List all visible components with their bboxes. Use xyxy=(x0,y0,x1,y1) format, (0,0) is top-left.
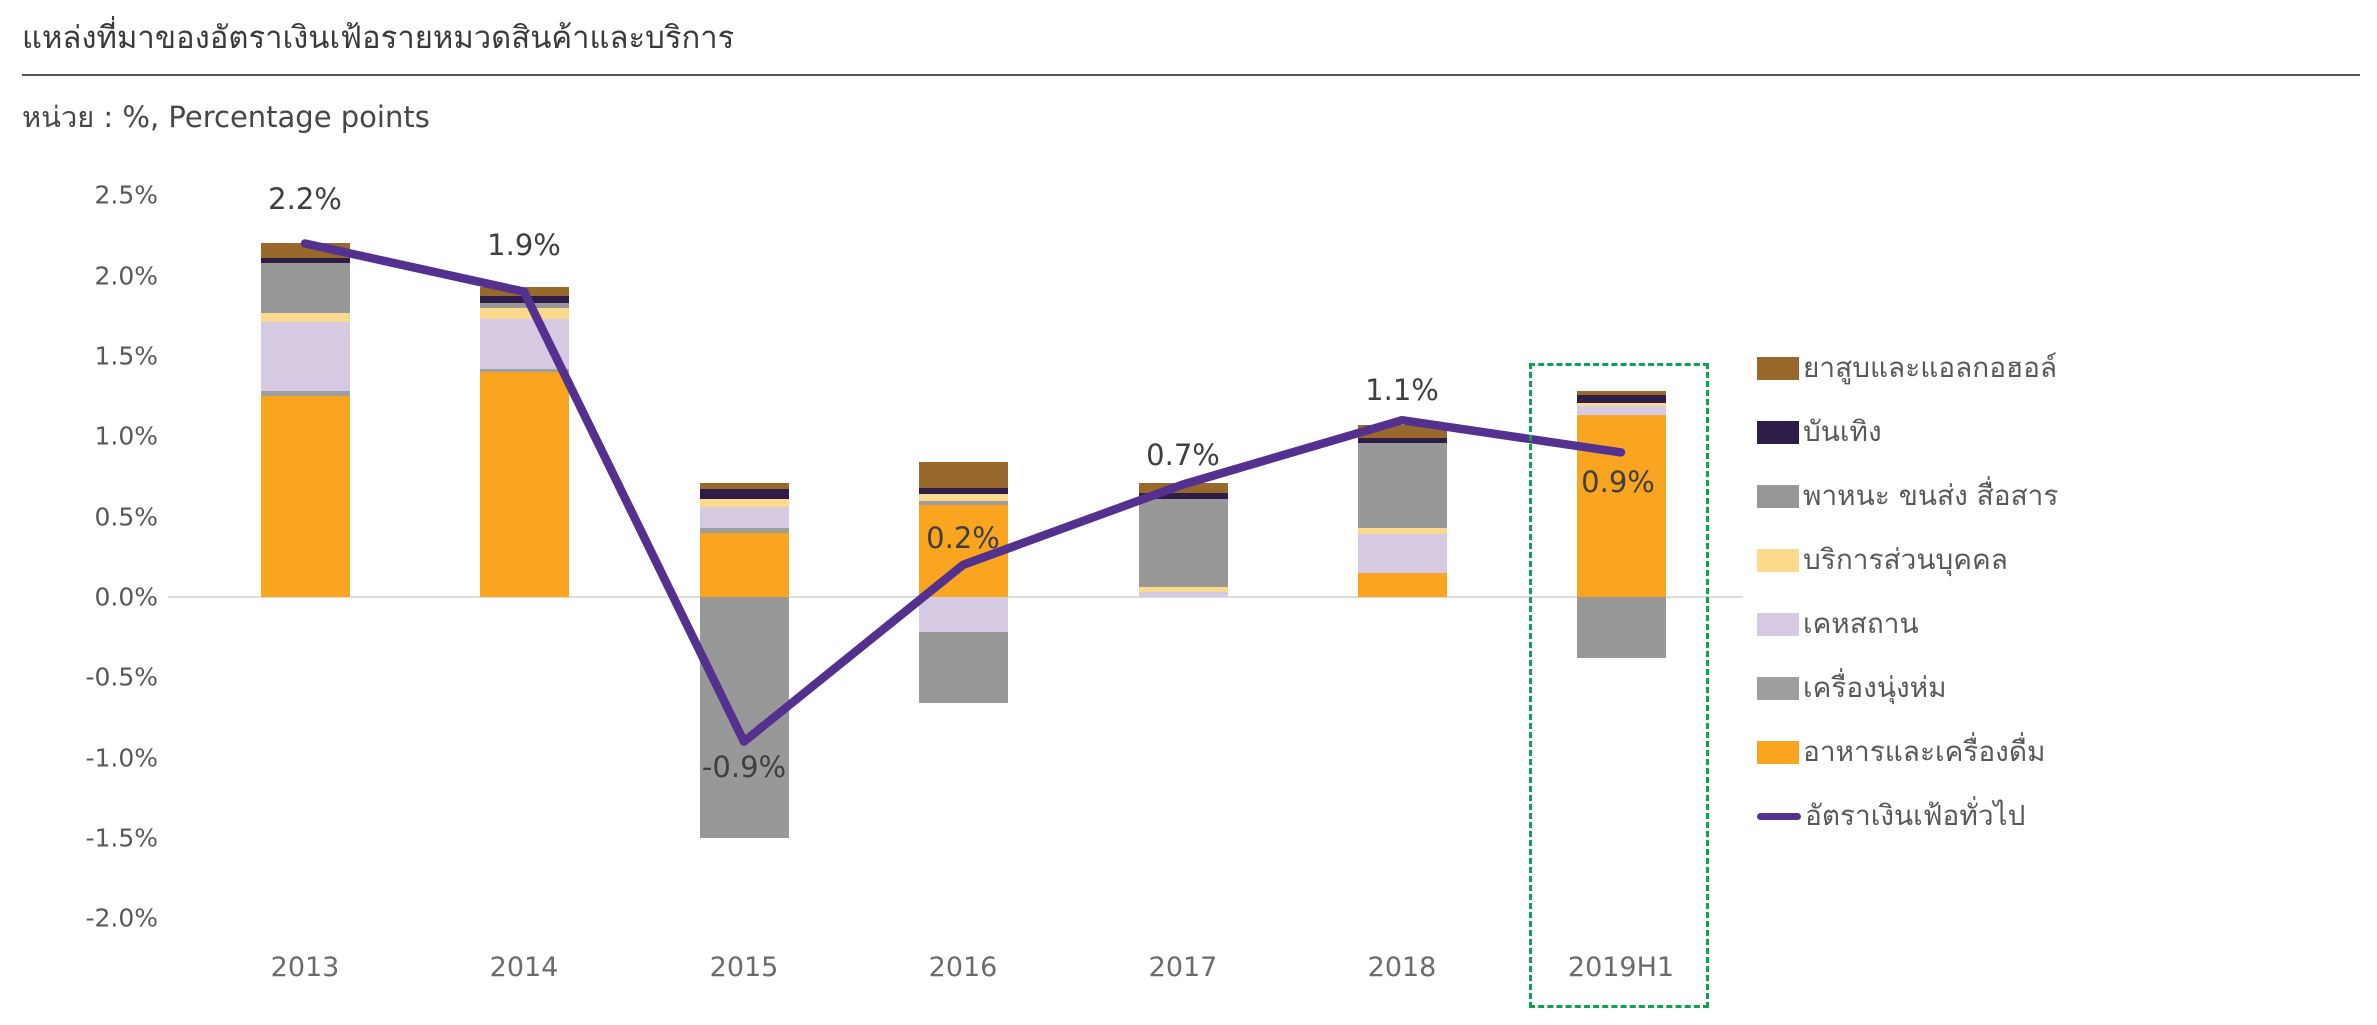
legend-item-personal-services: บริการส่วนบุคคล xyxy=(1757,528,2058,592)
bar-value-label-2019H1: 0.9% xyxy=(1581,465,1655,500)
bar-value-label-2016: 0.2% xyxy=(926,520,1000,555)
y-axis-tick-label: -1.0% xyxy=(85,743,158,773)
legend-item-clothing: เครื่องนุ่งห่ม xyxy=(1757,656,2058,720)
bar-segment-entertainment-2017 xyxy=(1138,492,1228,499)
legend-item-label: เคหสถาน xyxy=(1803,607,1919,640)
legend-item-vehicles-transport-communication: พาหนะ ขนส่ง สื่อสาร xyxy=(1757,464,2058,528)
x-axis-tick-label-2016: 2016 xyxy=(928,952,998,983)
bar-segment-personal-services-2017 xyxy=(1138,587,1228,593)
bar-segment-entertainment-2015 xyxy=(699,489,789,499)
bar-segment-housing-2016 xyxy=(918,597,1008,633)
y-axis-tick-label: -1.5% xyxy=(85,823,158,853)
x-axis-tick-label-2015: 2015 xyxy=(709,952,779,983)
y-axis-tick-label: 0.0% xyxy=(94,582,158,612)
bar-value-label-2013: 2.2% xyxy=(268,182,342,217)
legend-item-entertainment: บันเทิง xyxy=(1757,400,2058,464)
bar-segment-vehicles-transport-communication-2018 xyxy=(1357,442,1447,528)
bar-segment-clothing-2015 xyxy=(699,527,789,533)
y-axis-tick-label: -2.0% xyxy=(85,903,158,933)
bar-value-label-2015: -0.9% xyxy=(701,749,787,784)
x-axis-tick-label-2013: 2013 xyxy=(270,952,340,983)
bar-segment-housing-2018 xyxy=(1357,534,1447,573)
x-axis-tick-label-2014: 2014 xyxy=(489,952,559,983)
bar-segment-tobacco-alcohol-2017 xyxy=(1138,482,1228,493)
bar-value-label-2018: 1.1% xyxy=(1365,373,1439,408)
bar-segment-entertainment-2014 xyxy=(479,296,569,303)
bar-segment-food-beverages-2015 xyxy=(699,532,789,597)
legend-swatch-personal-services xyxy=(1757,548,1799,572)
bar-segment-housing-2017 xyxy=(1138,592,1228,597)
y-axis-tick-label: 1.5% xyxy=(94,341,158,371)
chart-title: แหล่งที่มาของอัตราเงินเฟ้อรายหมวดสินค้าแ… xyxy=(22,20,735,56)
chart-subtitle: หน่วย : %, Percentage points xyxy=(22,100,430,134)
bar-segment-vehicles-transport-communication-2017 xyxy=(1138,498,1228,588)
legend-item-label: บันเทิง xyxy=(1803,415,1882,448)
legend-item-housing: เคหสถาน xyxy=(1757,592,2058,656)
x-axis-tick-label-2017: 2017 xyxy=(1148,952,1218,983)
y-axis-tick-label: 2.0% xyxy=(94,261,158,291)
bar-segment-housing-2015 xyxy=(699,507,789,528)
title-divider xyxy=(22,74,2360,76)
legend-swatch-food-beverages xyxy=(1757,740,1799,764)
bar-segment-entertainment-2016 xyxy=(918,487,1008,495)
x-axis-tick-label-2019H1: 2019H1 xyxy=(1567,952,1675,983)
bar-segment-entertainment-2018 xyxy=(1357,437,1447,443)
bar-segment-personal-services-2015 xyxy=(699,498,789,507)
legend-item-label: ยาสูบและแอลกอฮอล์ xyxy=(1803,351,2058,384)
bar-segment-clothing-2016 xyxy=(918,500,1008,506)
y-axis-tick-label: 2.5% xyxy=(94,180,158,210)
legend-item-label: พาหนะ ขนส่ง สื่อสาร xyxy=(1803,479,2059,512)
bar-segment-food-beverages-2018 xyxy=(1357,572,1447,597)
bar-value-label-2017: 0.7% xyxy=(1146,437,1220,472)
legend-item-label: บริการส่วนบุคคล xyxy=(1803,543,2008,576)
legend-swatch-housing xyxy=(1757,612,1799,636)
bar-segment-personal-services-2018 xyxy=(1357,527,1447,535)
legend: ยาสูบและแอลกอฮอล์บันเทิงพาหนะ ขนส่ง สื่อ… xyxy=(1757,336,2058,848)
bar-segment-tobacco-alcohol-2014 xyxy=(479,286,569,297)
bar-segment-personal-services-2016 xyxy=(918,494,1008,501)
bar-segment-tobacco-alcohol-2013 xyxy=(260,243,350,258)
bar-segment-tobacco-alcohol-2015 xyxy=(699,482,789,490)
highlight-box-2019h1 xyxy=(1529,363,1709,1008)
bar-segment-food-beverages-2014 xyxy=(479,372,569,597)
legend-item-tobacco-alcohol: ยาสูบและแอลกอฮอล์ xyxy=(1757,336,2058,400)
x-axis-tick-label-2018: 2018 xyxy=(1367,952,1437,983)
bar-segment-tobacco-alcohol-2018 xyxy=(1357,425,1447,438)
bar-segment-vehicles-transport-communication-2014 xyxy=(479,302,569,308)
y-axis-tick-label: 1.0% xyxy=(94,421,158,451)
legend-item-food-beverages: อาหารและเครื่องดื่ม xyxy=(1757,720,2058,784)
bar-segment-housing-2013 xyxy=(260,322,350,392)
y-axis-tick-label: -0.5% xyxy=(85,662,158,692)
y-axis-tick-label: 0.5% xyxy=(94,502,158,532)
bar-segment-tobacco-alcohol-2016 xyxy=(918,462,1008,488)
bar-segment-clothing-2013 xyxy=(260,391,350,397)
legend-line-swatch-headline-inflation xyxy=(1757,812,1801,820)
bar-segment-personal-services-2013 xyxy=(260,312,350,323)
legend-item-label: เครื่องนุ่งห่ม xyxy=(1803,671,1947,704)
bar-segment-food-beverages-2013 xyxy=(260,396,350,597)
legend-swatch-clothing xyxy=(1757,676,1799,700)
bar-segment-housing-2014 xyxy=(479,318,569,369)
legend-swatch-vehicles-transport-communication xyxy=(1757,484,1799,508)
legend-swatch-tobacco-alcohol xyxy=(1757,356,1799,380)
legend-item-label: อัตราเงินเฟ้อทั่วไป xyxy=(1805,799,2026,832)
bar-segment-vehicles-transport-communication-2016 xyxy=(918,632,1008,704)
legend-swatch-entertainment xyxy=(1757,420,1799,444)
legend-item-headline-inflation: อัตราเงินเฟ้อทั่วไป xyxy=(1757,784,2058,848)
bar-segment-entertainment-2013 xyxy=(260,257,350,263)
bar-segment-clothing-2014 xyxy=(479,368,569,372)
legend-item-label: อาหารและเครื่องดื่ม xyxy=(1803,735,2046,768)
bar-value-label-2014: 1.9% xyxy=(487,227,561,262)
bar-segment-vehicles-transport-communication-2015 xyxy=(699,597,789,839)
bar-segment-personal-services-2014 xyxy=(479,307,569,319)
bar-segment-vehicles-transport-communication-2013 xyxy=(260,262,350,313)
